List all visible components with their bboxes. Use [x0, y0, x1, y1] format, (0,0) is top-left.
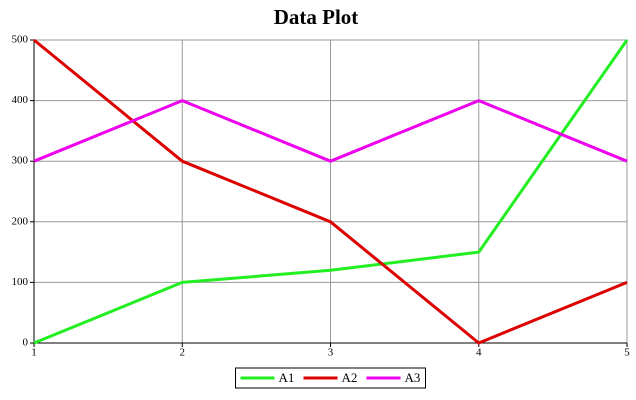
legend-label: A3	[405, 370, 421, 385]
x-tick-label: 3	[328, 347, 334, 359]
line	[33, 99, 628, 163]
x-tick-label: 1	[31, 347, 37, 359]
chart-title: Data Plot	[274, 5, 359, 29]
x-tick-label: 5	[624, 347, 630, 359]
y-tick-label: 100	[12, 276, 29, 288]
y-tick-label: 300	[12, 155, 29, 167]
line	[33, 39, 629, 345]
y-tick-label: 400	[12, 94, 29, 106]
y-tick-label: 200	[12, 215, 29, 227]
y-tick-label: 0	[23, 337, 29, 349]
x-tick-label: 2	[180, 347, 186, 359]
legend: A1 A2 A3	[235, 367, 426, 389]
legend-label: A2	[342, 370, 358, 385]
x-tick-label: 4	[476, 347, 482, 359]
y-tick-label: 500	[12, 34, 29, 46]
legend-label: A1	[279, 370, 295, 385]
